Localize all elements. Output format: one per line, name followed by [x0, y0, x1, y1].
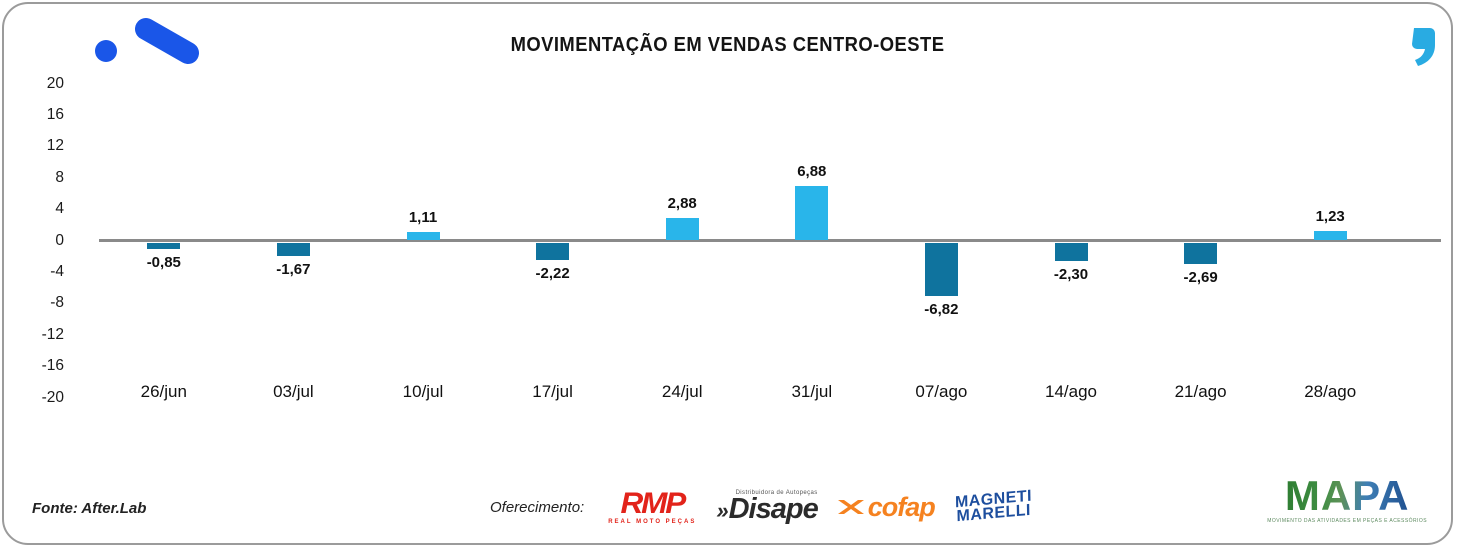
y-axis-tick: 8 [55, 168, 64, 186]
source-note: Fonte: After.Lab [32, 500, 147, 517]
bar-10-jul [406, 231, 440, 241]
bar-value-label: -6,82 [924, 301, 959, 319]
bar-17-jul [536, 242, 570, 260]
bar-03-jul [276, 242, 310, 256]
bar-value-label: -2,22 [535, 264, 570, 282]
rmp-logo: RMP REAL MOTO PEÇAS [608, 486, 697, 525]
bar-28-ago [1313, 230, 1347, 241]
x-axis-label: 31/jul [791, 382, 833, 401]
cofap-logo-text: cofap [867, 491, 936, 522]
bar-value-label: -1,67 [276, 260, 311, 278]
bar-value-label: 1,11 [408, 208, 438, 226]
afterlab-logo-icon [95, 18, 199, 64]
x-axis-label: 03/jul [273, 382, 314, 401]
x-axis-label: 14/ago [1045, 382, 1097, 401]
page-title: MOVIMENTAÇÃO EM VENDAS CENTRO-OESTE [510, 34, 945, 56]
y-axis-tick: -4 [50, 262, 64, 280]
bar-07-ago [924, 242, 958, 297]
bar-14-ago [1054, 242, 1088, 261]
bar-value-label: -0,85 [146, 254, 181, 272]
y-axis-tick: 16 [46, 105, 64, 123]
bar-value-label: -2,30 [1053, 265, 1089, 283]
bar-21-ago [1184, 242, 1218, 264]
disape-logo-subtext: Distribuidora de Autopeças [735, 490, 818, 496]
x-axis-label: 26/jun [140, 382, 187, 401]
y-axis-tick: -8 [50, 294, 64, 312]
bar-value-label: 2,88 [667, 194, 697, 212]
disape-logo-text: »Disape [716, 493, 818, 525]
zero-axis-line [99, 239, 1441, 242]
bar-value-label: 1,23 [1315, 207, 1345, 225]
x-axis-label: 21/ago [1174, 382, 1227, 401]
cofap-logo: cofap [837, 491, 936, 523]
x-axis-label: 24/jul [661, 382, 703, 401]
mapa-logo-tagline: MOVIMENTO DAS ATIVIDADES EM PEÇAS E ACES… [1267, 518, 1427, 524]
rmp-logo-subtext: REAL MOTO PEÇAS [608, 518, 697, 525]
x-axis-label: 28/ago [1304, 382, 1357, 401]
y-axis-tick: 20 [46, 74, 64, 92]
magneti-marelli-logo: MAGNETI MARELLI [955, 488, 1032, 526]
disape-chevrons-icon: » [716, 498, 728, 523]
quote-icon [1412, 28, 1435, 66]
bar-value-label: 6,88 [797, 163, 827, 181]
x-axis-label: 07/ago [915, 382, 968, 401]
sponsor-heading: Oferecimento: [490, 498, 585, 516]
bar-31-jul [795, 186, 829, 241]
rmp-logo-text: RMP [620, 486, 686, 520]
y-axis-tick: 4 [55, 200, 64, 218]
bar-26-jun [147, 242, 181, 250]
y-axis-tick: -12 [41, 325, 64, 343]
plot-area: 20 16 12 8 4 0 -4 -8 -12 -16 -20 -0,85 26/jun -1,67 03… [4, 4, 1451, 543]
bar-24-jul [665, 217, 699, 241]
bar-value-label: -2,69 [1183, 268, 1218, 286]
disape-logo: Distribuidora de Autopeças »Disape [716, 490, 818, 525]
x-axis-label: 10/jul [402, 382, 444, 401]
y-axis-tick: -16 [41, 357, 64, 375]
cofap-x-icon [837, 500, 864, 514]
y-axis-tick: -20 [41, 388, 64, 406]
y-axis-tick: 12 [46, 137, 64, 155]
magneti-line2: MARELLI [956, 501, 1031, 526]
mapa-logo: MAPA MOVIMENTO DAS ATIVIDADES EM PEÇAS E… [1267, 472, 1427, 525]
mapa-logo-text: MAPA [1284, 472, 1410, 519]
x-axis-label: 17/jul [532, 382, 573, 401]
y-axis-tick: 0 [55, 231, 64, 249]
sponsor-row: Oferecimento: RMP REAL MOTO PEÇAS Distri… [490, 478, 1032, 536]
